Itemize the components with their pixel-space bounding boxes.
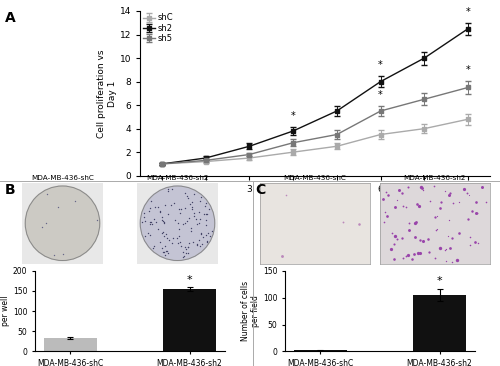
Title: MDA-MB-436-shC: MDA-MB-436-shC: [31, 175, 94, 181]
Y-axis label: Number of cells
per field: Number of cells per field: [240, 281, 260, 341]
Title: MDA-MB-436-shC: MDA-MB-436-shC: [284, 175, 346, 181]
Text: *: *: [291, 111, 296, 121]
Y-axis label: Colony number
per well: Colony number per well: [0, 282, 10, 340]
Text: *: *: [466, 65, 470, 75]
Title: MDA-MB-436-sh2: MDA-MB-436-sh2: [146, 175, 209, 181]
Legend: shC, sh2, sh5: shC, sh2, sh5: [142, 13, 174, 44]
Bar: [413, 295, 467, 351]
Ellipse shape: [140, 186, 214, 261]
Text: *: *: [378, 60, 383, 70]
Ellipse shape: [26, 186, 100, 261]
X-axis label: Days: Days: [303, 199, 327, 209]
Y-axis label: Cell proliferation vs
Day 1: Cell proliferation vs Day 1: [98, 49, 116, 138]
Text: B: B: [5, 183, 15, 197]
Text: *: *: [186, 275, 192, 285]
Text: A: A: [5, 11, 16, 25]
Bar: [294, 350, 347, 351]
Text: *: *: [436, 276, 442, 286]
Text: *: *: [466, 7, 470, 17]
Bar: [44, 338, 97, 351]
Text: C: C: [255, 183, 265, 197]
Title: MDA-MB-436-sh2: MDA-MB-436-sh2: [404, 175, 466, 181]
Text: *: *: [378, 90, 383, 100]
Bar: [163, 289, 216, 351]
